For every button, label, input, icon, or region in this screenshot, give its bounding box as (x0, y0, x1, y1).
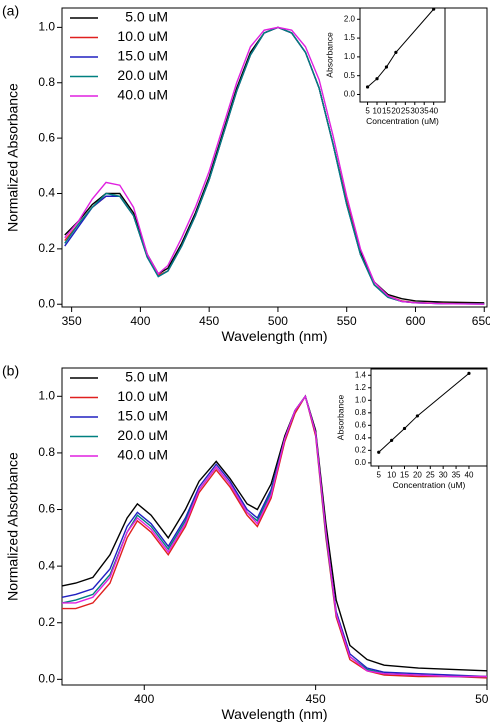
data-point (377, 450, 381, 454)
x-tick-label: 25 (426, 471, 435, 480)
y-tick-label: 0.8 (38, 75, 55, 89)
legend-label: 10.0 uM (117, 28, 168, 44)
data-point (467, 371, 471, 375)
inset-chart: 0.0 0.2 0.4 0.6 0.8 1.0 1.2 1.4 5 10 15 20 25 30 35 40C… (335, 368, 488, 490)
x-tick-label: 20 (413, 471, 422, 480)
y-tick-label: 0.4 (355, 433, 367, 442)
y-tick-label: 0.5 (344, 71, 356, 80)
x-tick-label: 30 (410, 107, 419, 116)
x-tick-label: 15 (400, 471, 409, 480)
y-axis-label: Normalized Absorbance (5, 452, 21, 601)
series-line (62, 394, 488, 679)
y-tick-label: 2.0 (344, 14, 356, 23)
series-line (62, 394, 487, 678)
legend-label: 20.0 uM (117, 67, 168, 83)
series-line (64, 26, 485, 305)
legend-label: 5.0 uM (125, 369, 168, 385)
x-tick-label: 5 (365, 107, 370, 116)
y-tick-label: 0.8 (355, 408, 367, 417)
data-point (390, 438, 394, 442)
y-tick-label: 0.4 (38, 186, 55, 200)
data-point (365, 85, 370, 89)
x-tick-label: 450 (306, 692, 326, 706)
y-tick-label: 1.0 (38, 388, 55, 402)
legend-label: 40.0 uM (117, 87, 168, 103)
x-tick-label: 40 (429, 107, 438, 116)
x-axis-label: Wavelength (nm) (221, 328, 327, 344)
y-tick-label: 0.0 (355, 458, 367, 467)
inset-chart: 0.0 0.5 1.0 1.5 2.0 5 10 15 20 25 30 35 40Concentrat… (324, 7, 446, 126)
legend-label: 10.0 uM (117, 388, 168, 404)
x-tick-label: 10 (387, 471, 396, 480)
y-axis-label: Absorbance (324, 32, 334, 78)
series-line (61, 394, 488, 678)
y-tick-label: 1.4 (355, 370, 367, 379)
x-axis-label: Concentration (uM) (393, 480, 466, 490)
x-tick-label: 25 (401, 107, 410, 116)
y-axis-label: Normalized Absorbance (5, 83, 21, 232)
data-point (432, 7, 436, 11)
y-axis-label: Absorbance (335, 395, 345, 441)
x-tick-label: 600 (405, 314, 425, 328)
y-tick-label: 0.0 (38, 672, 55, 686)
y-tick-label: 0.6 (355, 420, 367, 429)
x-tick-label: 50 (475, 692, 489, 706)
y-tick-label: 0.6 (38, 502, 55, 516)
series-line (61, 394, 488, 672)
x-tick-label: 35 (452, 471, 461, 480)
y-tick-label: 1.0 (355, 395, 367, 404)
y-tick-label: 0.0 (344, 90, 356, 99)
y-tick-label: 0.2 (355, 445, 367, 454)
legend-label: 40.0 uM (117, 447, 168, 463)
x-tick-label: 10 (373, 107, 382, 116)
y-tick-label: 0.6 (38, 130, 55, 144)
data-point (375, 77, 379, 81)
panel-label: (b) (2, 363, 19, 379)
y-tick-label: 1.2 (355, 383, 367, 392)
x-tick-label: 20 (391, 107, 400, 116)
legend-label: 15.0 uM (117, 408, 168, 424)
y-tick-label: 0.4 (38, 558, 55, 572)
x-axis-label: Wavelength (nm) (221, 706, 327, 722)
x-tick-label: 30 (439, 471, 448, 480)
series-line (64, 26, 485, 305)
data-point (402, 426, 407, 431)
x-tick-label: 5 (377, 471, 382, 480)
y-tick-label: 1.0 (38, 20, 55, 34)
x-tick-label: 40 (465, 471, 474, 480)
x-tick-label: 400 (134, 692, 154, 706)
legend-label: 15.0 uM (117, 48, 168, 64)
legend-label: 5.0 uM (125, 9, 168, 25)
y-tick-label: 0.8 (38, 445, 55, 459)
y-tick-label: 1.0 (344, 52, 356, 61)
y-tick-label: 0.0 (38, 296, 55, 310)
plot-frame (359, 7, 446, 103)
y-tick-label: 0.2 (38, 241, 55, 255)
y-tick-label: 0.2 (38, 615, 55, 629)
plot-frame (370, 368, 488, 467)
panel-label: (a) (2, 3, 19, 19)
x-tick-label: 550 (337, 314, 357, 328)
x-tick-label: 450 (199, 314, 219, 328)
x-tick-label: 15 (382, 107, 391, 116)
x-tick-label: 35 (420, 107, 429, 116)
legend-label: 20.0 uM (117, 427, 168, 443)
x-tick-label: 650 (472, 314, 490, 328)
x-tick-label: 350 (62, 314, 82, 328)
x-axis-label: Concentration (uM) (366, 116, 439, 126)
y-tick-label: 1.5 (344, 33, 356, 42)
data-point (394, 50, 398, 54)
x-tick-label: 500 (268, 314, 288, 328)
x-tick-label: 400 (130, 314, 150, 328)
data-point (384, 65, 389, 69)
data-point (415, 414, 419, 418)
